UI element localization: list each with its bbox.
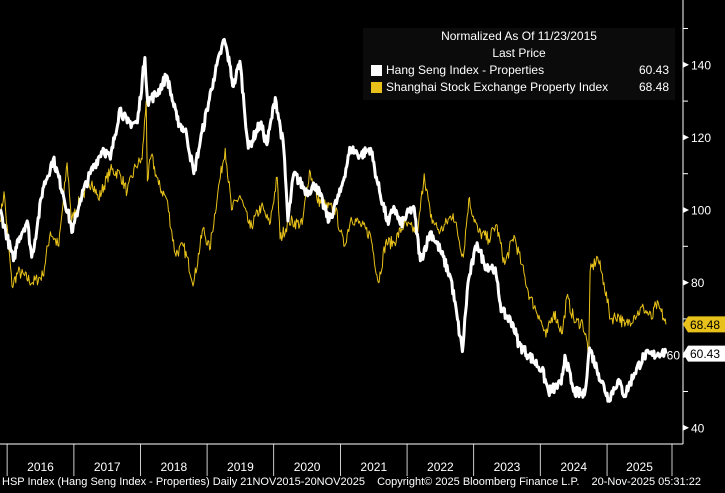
legend: Normalized As Of 11/23/2015 Last Price H…: [363, 28, 675, 100]
y-tick-label: 40: [691, 421, 705, 435]
y-tick-arrow: [683, 207, 689, 213]
series-lines: [0, 37, 668, 403]
last-value-tag: [683, 345, 725, 362]
x-tick-label: 2019: [227, 460, 254, 474]
y-axis: 40 60 80 100 120 140: [667, 0, 711, 444]
y-tick-arrow: [683, 134, 689, 141]
series-line-shanghai: [0, 100, 667, 353]
legend-label: Shanghai Stock Exchange Property Index: [386, 80, 609, 94]
x-tick-label: 2025: [626, 460, 653, 474]
y-tick-label: 120: [691, 131, 711, 145]
x-tick-label: 2023: [494, 460, 521, 474]
last-value-label: 60.43: [690, 347, 720, 361]
y-tick-label: 60: [667, 349, 681, 363]
x-axis: 2016 2017 2018 2019 2020 2021 2022 2023 2024 2025: [0, 443, 683, 476]
legend-swatch: [371, 65, 382, 76]
footer: HSP Index (Hang Seng Index - Properties)…: [2, 476, 710, 488]
y-tick-arrow: [683, 61, 689, 68]
last-value-tags: 60.43 68.48: [683, 316, 725, 362]
legend-title: Normalized As Of 11/23/2015: [441, 29, 597, 43]
footer-copyright: Copyright© 2025 Bloomberg Finance L.P.: [377, 476, 580, 488]
legend-label: Hang Seng Index - Properties: [386, 63, 545, 77]
x-tick-label: 2022: [427, 460, 454, 474]
legend-entry-hsp: Hang Seng Index - Properties 60.43: [363, 62, 675, 79]
series-line-hsp: [0, 37, 668, 403]
x-tick-label: 2018: [160, 460, 187, 474]
y-tick-arrow: [683, 279, 689, 286]
legend-subtitle: Last Price: [492, 46, 546, 60]
x-tick-label: 2024: [560, 460, 587, 474]
x-tick-label: 2020: [294, 460, 321, 474]
x-tick-label: 2016: [27, 460, 54, 474]
y-tick-arrow: [683, 424, 689, 431]
x-tick-label: 2021: [360, 460, 387, 474]
y-tick-label: 100: [691, 204, 711, 218]
y-tick-label: 140: [691, 58, 711, 72]
legend-last-value: 60.43: [638, 63, 669, 77]
last-value-tag: [683, 316, 725, 333]
y-tick-label: 80: [691, 276, 705, 290]
last-value-label: 68.48: [690, 318, 720, 332]
x-tick-label: 2017: [94, 460, 121, 474]
legend-last-value: 68.48: [638, 80, 669, 94]
legend-entry-shanghai: Shanghai Stock Exchange Property Index 6…: [363, 79, 675, 96]
footer-security: HSP Index (Hang Seng Index - Properties)…: [2, 476, 365, 488]
footer-timestamp: 20-Nov-2025 05:31:22: [591, 476, 701, 488]
legend-swatch: [371, 82, 382, 93]
